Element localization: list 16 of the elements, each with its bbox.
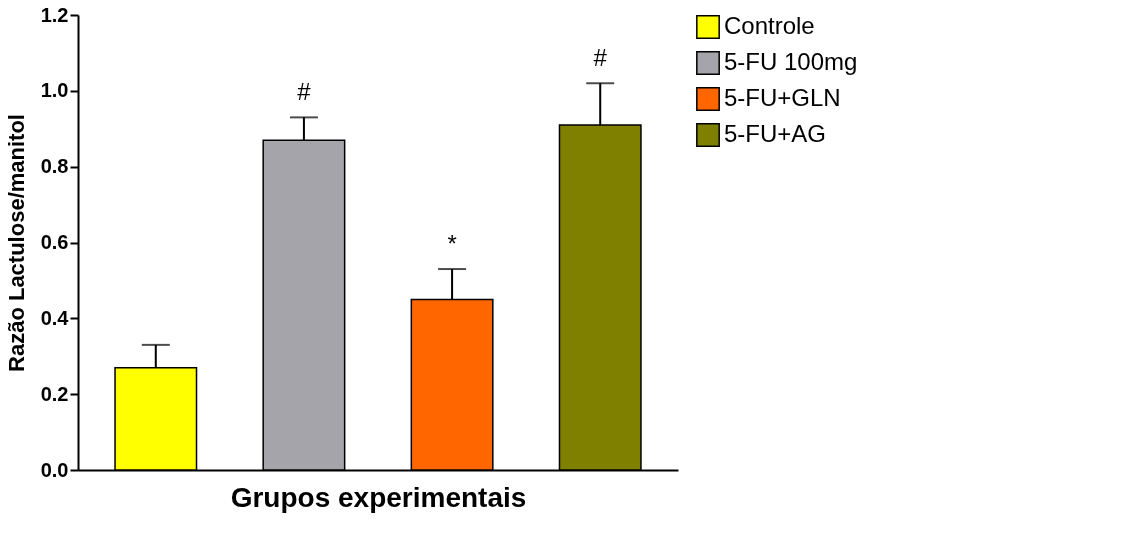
- y-tick-label: 0.2: [40, 382, 69, 405]
- y-tick-label: 1.2: [40, 3, 69, 26]
- legend-label: 5-FU+AG: [724, 120, 827, 147]
- y-tick-label: 0.6: [40, 231, 69, 253]
- x-axis-title: Grupos experimentais: [230, 481, 527, 513]
- y-axis-title: Razão Lactulose/manitol: [3, 114, 29, 372]
- y-tick-label: 0.8: [40, 155, 69, 178]
- legend-label: Controle: [724, 12, 815, 39]
- data-label: #: [297, 78, 312, 106]
- data-label: #: [593, 44, 608, 72]
- y-tick-label: 1.0: [40, 79, 69, 102]
- legend-label: 5-FU 100mg: [724, 48, 858, 75]
- y-tick-label: 0.0: [40, 458, 69, 481]
- data-label: *: [447, 230, 457, 258]
- legend-label: 5-FU+GLN: [724, 84, 841, 111]
- y-tick-label: 0.4: [40, 306, 70, 329]
